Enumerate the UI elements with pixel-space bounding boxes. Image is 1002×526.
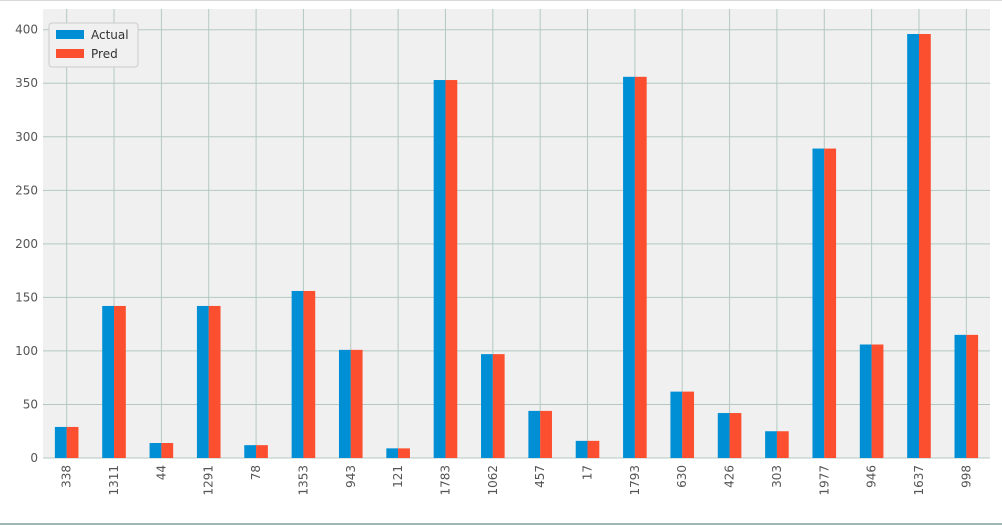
x-tick-label: 121 (391, 465, 405, 488)
legend-swatch-pred (56, 49, 84, 58)
bar-pred-121 (398, 448, 410, 458)
bar-pred-998 (966, 334, 979, 458)
x-tick-label: 457 (533, 465, 547, 488)
bar-actual-457 (528, 410, 541, 458)
x-tick-label: 1977 (817, 465, 831, 496)
bar-actual-426 (717, 413, 730, 458)
x-axis-ticks: 338 1311 44 1291 78 1353 943 121 1783 1062 457 17 17… (60, 465, 974, 496)
bar-pred-44 (161, 443, 174, 458)
bar-actual-303 (765, 431, 777, 458)
legend: Actual Pred (48, 22, 139, 68)
bar-pred-1783 (445, 80, 458, 458)
y-tick-label: 250 (15, 183, 38, 197)
x-tick-label: 1353 (296, 465, 310, 496)
x-tick-label: 44 (154, 465, 168, 480)
bar-pred-338 (66, 426, 79, 458)
bar-actual-1311 (102, 305, 115, 458)
bar-pred-1793 (634, 76, 647, 458)
x-tick-label: 78 (249, 465, 263, 480)
x-tick-label: 998 (959, 465, 973, 488)
x-tick-label: 1637 (912, 465, 926, 496)
y-tick-label: 100 (15, 344, 38, 358)
x-tick-label: 17 (581, 465, 595, 480)
y-tick-label: 400 (15, 23, 38, 37)
y-tick-label: 300 (15, 130, 38, 144)
bar-actual-44 (149, 443, 162, 458)
bar-pred-78 (256, 445, 268, 458)
bars (54, 33, 979, 459)
bar-pred-17 (587, 440, 600, 458)
bar-actual-998 (954, 334, 967, 458)
y-axis-ticks: 0 50 100 150 200 250 300 350 400 (15, 23, 38, 465)
bar-actual-338 (54, 426, 67, 458)
bar-pred-1977 (824, 148, 837, 458)
bar-actual-1783 (433, 80, 446, 458)
x-tick-label: 1311 (107, 465, 121, 496)
x-tick-label: 1062 (486, 465, 500, 496)
x-tick-label: 1783 (438, 465, 452, 496)
x-tick-label: 303 (770, 465, 784, 488)
bar-actual-78 (244, 445, 257, 458)
bar-pred-303 (776, 431, 789, 458)
bar-actual-1977 (812, 148, 825, 458)
x-tick-label: 946 (865, 465, 879, 488)
bar-actual-946 (859, 344, 872, 458)
x-tick-label: 1291 (202, 465, 216, 496)
x-tick-label: 630 (675, 465, 689, 488)
legend-label-actual: Actual (91, 28, 129, 42)
bar-actual-1291 (196, 305, 209, 458)
y-tick-label: 50 (23, 397, 38, 411)
x-tick-label: 943 (344, 465, 358, 488)
bar-pred-946 (871, 344, 884, 458)
bar-actual-1793 (623, 76, 635, 458)
bar-actual-943 (338, 349, 351, 458)
bar-actual-1062 (481, 354, 493, 458)
x-tick-label: 1793 (628, 465, 642, 496)
y-tick-label: 0 (30, 451, 38, 465)
legend-swatch-actual (56, 30, 84, 39)
bar-pred-426 (729, 413, 742, 458)
bar-pred-1637 (918, 33, 931, 459)
y-tick-label: 200 (15, 237, 38, 251)
y-tick-label: 150 (15, 290, 38, 304)
bar-actual-121 (386, 448, 399, 458)
bar-actual-1637 (907, 33, 919, 459)
x-tick-label: 426 (723, 465, 737, 488)
bar-pred-1311 (114, 305, 126, 458)
y-tick-label: 350 (15, 76, 38, 90)
bar-actual-17 (575, 440, 588, 458)
bar-actual-1353 (291, 290, 304, 458)
bar-pred-943 (350, 349, 363, 458)
bar-pred-1353 (303, 290, 316, 458)
bar-pred-1291 (208, 305, 221, 458)
bar-actual-630 (670, 391, 683, 458)
legend-label-pred: Pred (91, 47, 118, 61)
bar-pred-1062 (492, 354, 505, 458)
bar-pred-457 (540, 410, 552, 458)
plot-area (43, 9, 990, 458)
bar-pred-630 (682, 391, 695, 458)
x-tick-label: 338 (60, 465, 74, 488)
